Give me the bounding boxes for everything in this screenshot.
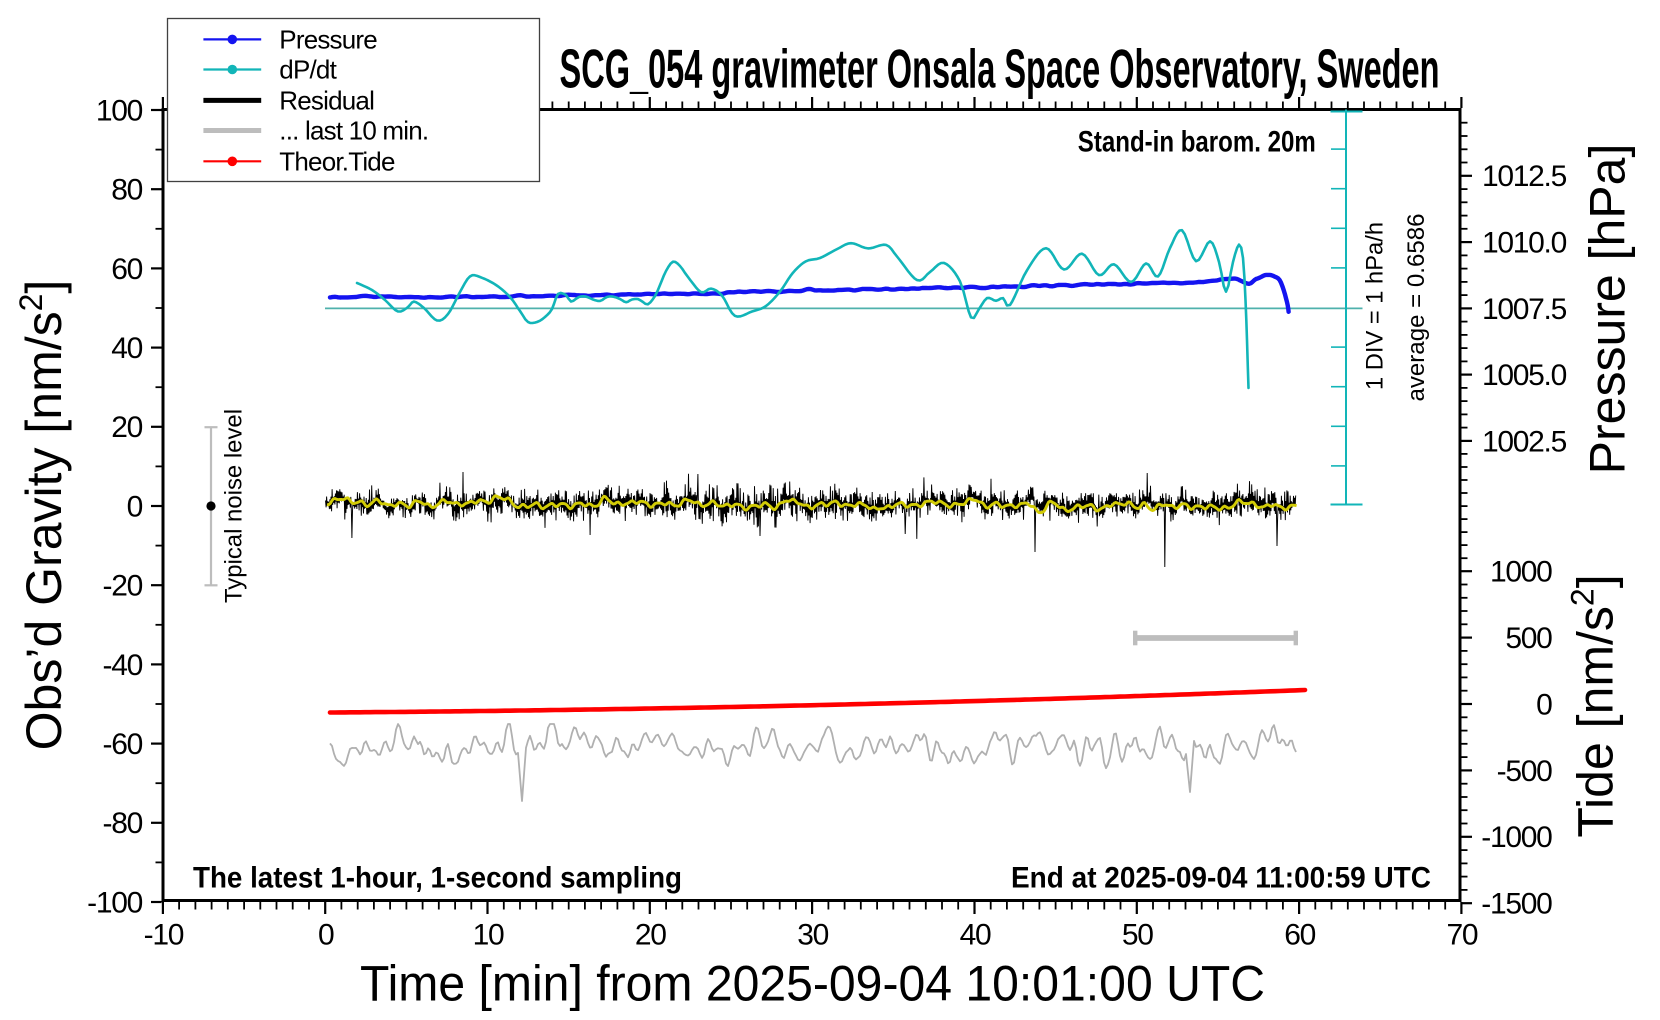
svg-text:-10: -10 (144, 919, 184, 952)
svg-text:40: 40 (111, 332, 142, 365)
svg-text:Theor.Tide: Theor.Tide (279, 147, 395, 177)
svg-text:dP/dt: dP/dt (279, 55, 337, 85)
svg-text:10: 10 (473, 919, 504, 952)
svg-text:1005.0: 1005.0 (1482, 359, 1567, 392)
svg-text:Pressure [hPa]: Pressure [hPa] (1579, 144, 1635, 475)
svg-text:1012.5: 1012.5 (1482, 160, 1567, 193)
svg-text:End at 2025-09-04 11:00:59 UTC: End at 2025-09-04 11:00:59 UTC (1011, 862, 1431, 895)
svg-text:Obs’d Gravity [nm/s2]: Obs’d Gravity [nm/s2] (13, 280, 72, 751)
svg-text:1000: 1000 (1490, 556, 1552, 589)
svg-text:average = 0.6586: average = 0.6586 (1403, 214, 1430, 402)
svg-text:1010.0: 1010.0 (1482, 227, 1567, 260)
svg-text:Time [min] from 2025-09-04 10:: Time [min] from 2025-09-04 10:01:00 UTC (360, 956, 1265, 1012)
svg-text:-60: -60 (103, 728, 143, 761)
svg-text:0: 0 (1536, 688, 1552, 721)
svg-text:500: 500 (1505, 622, 1552, 655)
svg-text:The latest 1-hour, 1-second sa: The latest 1-hour, 1-second sampling (193, 862, 682, 895)
svg-text:0: 0 (318, 919, 334, 952)
svg-text:Pressure: Pressure (279, 25, 377, 55)
svg-text:SCG_054 gravimeter Onsala Spac: SCG_054 gravimeter Onsala Space Observat… (560, 38, 1440, 100)
svg-text:1002.5: 1002.5 (1482, 425, 1567, 458)
svg-text:60: 60 (1284, 919, 1315, 952)
svg-text:30: 30 (797, 919, 828, 952)
svg-text:1 DIV = 1 hPa/h: 1 DIV = 1 hPa/h (1362, 222, 1389, 390)
svg-text:20: 20 (635, 919, 666, 952)
svg-text:Residual: Residual (279, 86, 374, 116)
svg-text:... last 10 min.: ... last 10 min. (279, 116, 428, 146)
svg-text:-1500: -1500 (1481, 888, 1552, 921)
svg-text:1007.5: 1007.5 (1482, 293, 1567, 326)
svg-text:50: 50 (1122, 919, 1153, 952)
svg-text:-80: -80 (103, 807, 143, 840)
svg-text:Tide [nm/s2]: Tide [nm/s2] (1565, 574, 1624, 837)
svg-text:-1000: -1000 (1481, 821, 1552, 854)
svg-text:20: 20 (111, 411, 142, 444)
svg-text:100: 100 (96, 94, 143, 127)
svg-text:80: 80 (111, 174, 142, 207)
svg-text:70: 70 (1447, 919, 1478, 952)
svg-text:-500: -500 (1497, 755, 1552, 788)
svg-text:-20: -20 (103, 570, 143, 603)
svg-text:-100: -100 (87, 886, 142, 919)
svg-text:60: 60 (111, 253, 142, 286)
svg-text:0: 0 (127, 490, 143, 523)
svg-text:Typical noise level: Typical noise level (221, 409, 248, 603)
svg-text:-40: -40 (103, 649, 143, 682)
svg-text:40: 40 (960, 919, 991, 952)
svg-text:Stand-in barom. 20m: Stand-in barom. 20m (1078, 126, 1316, 159)
